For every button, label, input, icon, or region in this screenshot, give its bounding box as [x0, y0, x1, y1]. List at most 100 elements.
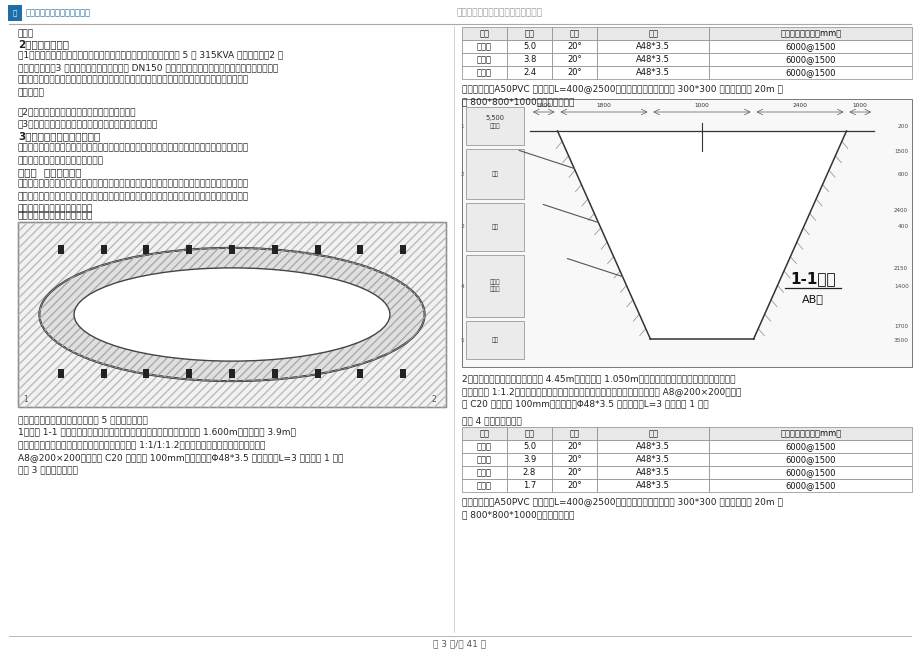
Text: 第一道: 第一道	[476, 442, 492, 451]
Bar	[271, 245, 278, 254]
Bar	[461, 53, 506, 66]
Text: 20°: 20°	[567, 42, 581, 51]
Text: 规格: 规格	[648, 29, 657, 38]
Bar	[461, 66, 506, 79]
Bar	[461, 99, 911, 367]
Bar	[271, 368, 278, 378]
Text: 1400: 1400	[893, 283, 908, 288]
Text: 20°: 20°	[567, 442, 581, 451]
Text: 1000: 1000	[852, 103, 867, 108]
Text: 6000@1500: 6000@1500	[785, 468, 835, 477]
Text: 第四节  基坑支护选型: 第四节 基坑支护选型	[18, 167, 82, 177]
Text: 2.8: 2.8	[522, 468, 536, 477]
Bar	[186, 245, 192, 254]
Text: 粉砂: 粉砂	[491, 337, 498, 343]
Text: 第四道: 第四道	[476, 481, 492, 490]
Text: 1000: 1000	[694, 103, 709, 108]
Text: 1: 1	[460, 124, 463, 128]
Bar	[314, 245, 320, 254]
Text: 1、基坑 1-1 剖面，为地库开挖界面，主要分布于基坑东西侧，坑底标高 1.600m，开挖深度 3.9m，
围护采用二级放坡钢筋土钉加挂网喷浆围护，坡比 1:1: 1、基坑 1-1 剖面，为地库开挖界面，主要分布于基坑东西侧，坑底标高 1.60…	[18, 427, 343, 475]
Text: 长度及间距要求（mm）: 长度及间距要求（mm）	[779, 429, 841, 438]
Text: 5,500: 5,500	[485, 115, 504, 121]
Bar	[466, 321, 524, 359]
Bar	[551, 40, 596, 53]
Text: 长度及间距要求（mm）: 长度及间距要求（mm）	[779, 29, 841, 38]
Text: 二、本工程根据基坑围护设计共分 5 个剖面进行施工: 二、本工程根据基坑围护设计共分 5 个剖面进行施工	[18, 415, 148, 424]
Bar	[400, 245, 406, 254]
Text: 2．现场施工条件: 2．现场施工条件	[18, 39, 69, 49]
Bar	[709, 66, 911, 79]
Text: 4: 4	[460, 283, 463, 288]
Text: 6000@1500: 6000@1500	[785, 68, 835, 77]
Text: 第三道: 第三道	[476, 68, 492, 77]
Text: 第 3 页/共 41 页: 第 3 页/共 41 页	[433, 639, 486, 648]
Bar	[229, 245, 234, 254]
Bar	[143, 245, 149, 254]
Bar	[466, 203, 524, 251]
Polygon shape	[557, 131, 845, 339]
Text: 600: 600	[897, 171, 908, 176]
Text: 建: 建	[13, 10, 17, 16]
Text: L=4000@500
A48*3.5: L=4000@500 A48*3.5	[762, 178, 799, 189]
Text: 规格: 规格	[648, 429, 657, 438]
Text: 粉砂: 粉砂	[491, 171, 498, 177]
Text: 3: 3	[460, 225, 463, 230]
Bar	[551, 479, 596, 492]
Text: 本工程位于江苏省启东市寅阳镇，其西边紧邻绥一路，东边紧邻大海，北边是在建小区，南边为待
建小区；场地周边环境相对较简单。: 本工程位于江苏省启东市寅阳镇，其西边紧邻绥一路，东边紧邻大海，北边是在建小区，南…	[18, 143, 249, 165]
Text: 2150: 2150	[893, 266, 907, 271]
Text: 泄水口两道：A50PVC 泄水管，L=400@2500。基坑底部与顶部各设置 300*300 排水沟，每隔 20m 设
置 800*800*1000（深）集水坑: 泄水口两道：A50PVC 泄水管，L=400@2500。基坑底部与顶部各设置 3…	[461, 497, 782, 519]
Bar	[551, 466, 596, 479]
Text: A48*3.5: A48*3.5	[636, 468, 669, 477]
Text: 淤泥质
粘土层: 淤泥质 粘土层	[489, 280, 500, 292]
Text: A48*3.5: A48*3.5	[636, 481, 669, 490]
Text: 5: 5	[460, 337, 463, 342]
Bar	[357, 368, 363, 378]
Bar	[709, 479, 911, 492]
Bar	[357, 245, 363, 254]
Bar	[596, 466, 709, 479]
Bar	[466, 107, 524, 145]
Bar	[461, 427, 506, 440]
Text: 20°: 20°	[567, 55, 581, 64]
Text: 标高: 标高	[524, 429, 534, 438]
Bar	[506, 40, 551, 53]
Text: 20°: 20°	[567, 468, 581, 477]
Text: 1500: 1500	[893, 149, 907, 154]
Text: 6000@1500: 6000@1500	[785, 55, 835, 64]
Text: 1000: 1000	[536, 103, 550, 108]
Bar	[596, 53, 709, 66]
Text: 锚杆: 锚杆	[479, 29, 489, 38]
Bar	[229, 368, 234, 378]
Text: 1-1剖面: 1-1剖面	[789, 271, 834, 286]
Text: 3.9: 3.9	[522, 455, 536, 464]
Text: 2: 2	[460, 171, 463, 176]
Text: 1700: 1700	[893, 324, 907, 329]
Bar	[506, 66, 551, 79]
Bar	[461, 40, 506, 53]
Text: 1.7: 1.7	[522, 481, 536, 490]
Text: 左右。: 左右。	[18, 29, 34, 38]
Bar	[506, 466, 551, 479]
Bar	[506, 427, 551, 440]
Text: 中国建筑第二工程局有限公司: 中国建筑第二工程局有限公司	[26, 8, 91, 18]
Text: 1800: 1800	[596, 103, 611, 108]
Ellipse shape	[74, 268, 390, 361]
Bar	[461, 479, 506, 492]
Text: 6000@1500: 6000@1500	[785, 442, 835, 451]
Text: 1: 1	[24, 395, 28, 404]
Bar	[186, 368, 192, 378]
Text: 角度: 角度	[569, 429, 579, 438]
Bar	[596, 40, 709, 53]
Text: 第二道: 第二道	[476, 55, 492, 64]
Text: L=3000@500
A48*3.5: L=3000@500 A48*3.5	[604, 178, 641, 189]
Bar	[551, 453, 596, 466]
Bar	[461, 440, 506, 453]
Text: 泄水口两道：A50PVC 泄水管，L=400@2500。基坑底部与顶部各设置 300*300 排水沟，每隔 20m 设
置 800*800*1000（深）集水坑: 泄水口两道：A50PVC 泄水管，L=400@2500。基坑底部与顶部各设置 3…	[461, 84, 782, 106]
Bar	[551, 27, 596, 40]
Text: 粉砂: 粉砂	[491, 224, 498, 230]
Text: 一、本工程典型的围护平剖面图: 一、本工程典型的围护平剖面图	[18, 211, 93, 220]
Text: A48*3.5: A48*3.5	[636, 455, 669, 464]
Text: 根据本工程地质勘察报告，本基坑开挖范围内主要为素填土及粉砂质粘土，土质较好，结合主体建
筑及周边环境条件，从安全、经济、合理性等因素考虑以及邻近工程的施工经验，: 根据本工程地质勘察报告，本基坑开挖范围内主要为素填土及粉砂质粘土，土质较好，结合…	[18, 179, 249, 214]
Text: A48*3.5: A48*3.5	[636, 442, 669, 451]
Text: 6000@1500: 6000@1500	[785, 481, 835, 490]
